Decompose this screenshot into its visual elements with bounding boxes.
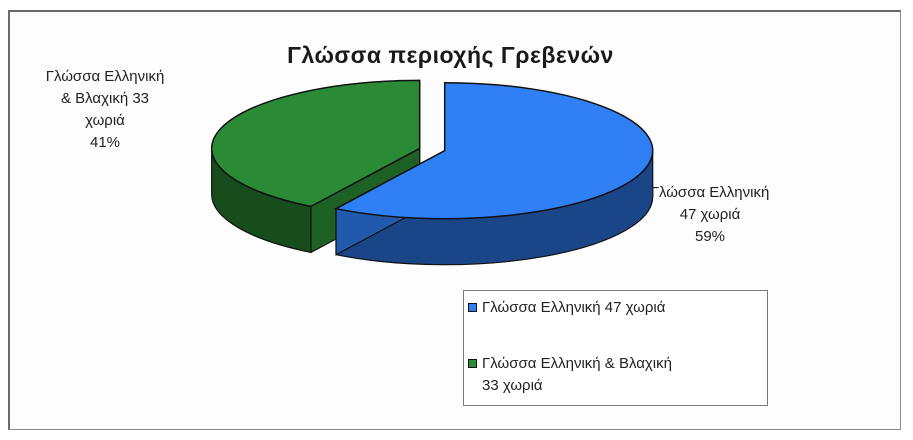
slice-label-line: & Βλαχική 33: [60, 90, 150, 107]
legend-label: Γλώσσα Ελληνική 47 χωριά: [482, 299, 666, 316]
chart-legend: Γλώσσα Ελληνική 47 χωριά Γλώσσα Ελληνική…: [463, 290, 768, 406]
slice-label-line: 59%: [694, 228, 726, 245]
slice-label-line: Γλώσσα Ελληνική: [650, 184, 770, 201]
slice-label-line: 41%: [89, 134, 121, 151]
legend-label: Γλώσσα Ελληνική & Βλαχική: [482, 355, 672, 372]
slice-label-line: χωριά: [85, 112, 125, 129]
legend-swatch-greek: [468, 303, 477, 312]
legend-label: 33 χωριά: [482, 377, 543, 394]
slice-label-line: Γλώσσα Ελληνική: [45, 68, 165, 85]
legend-item-greek-vlach: Γλώσσα Ελληνική & Βλαχική 33 χωριά: [468, 353, 758, 397]
slice-label-line: 47 χωριά: [679, 206, 741, 223]
pie-slice-greek: [333, 81, 654, 220]
legend-swatch-greek-vlach: [468, 359, 477, 368]
pie-slice-greek-vlach: [210, 79, 421, 208]
chart-title: Γλώσσα περιοχής Γρεβενών: [287, 42, 614, 68]
legend-item-greek: Γλώσσα Ελληνική 47 χωριά: [468, 297, 758, 319]
slice-label-greek-vlach: Γλώσσα Ελληνική & Βλαχική 33 χωριά 41%: [30, 66, 180, 154]
slice-label-greek: Γλώσσα Ελληνική 47 χωριά 59%: [650, 182, 770, 248]
